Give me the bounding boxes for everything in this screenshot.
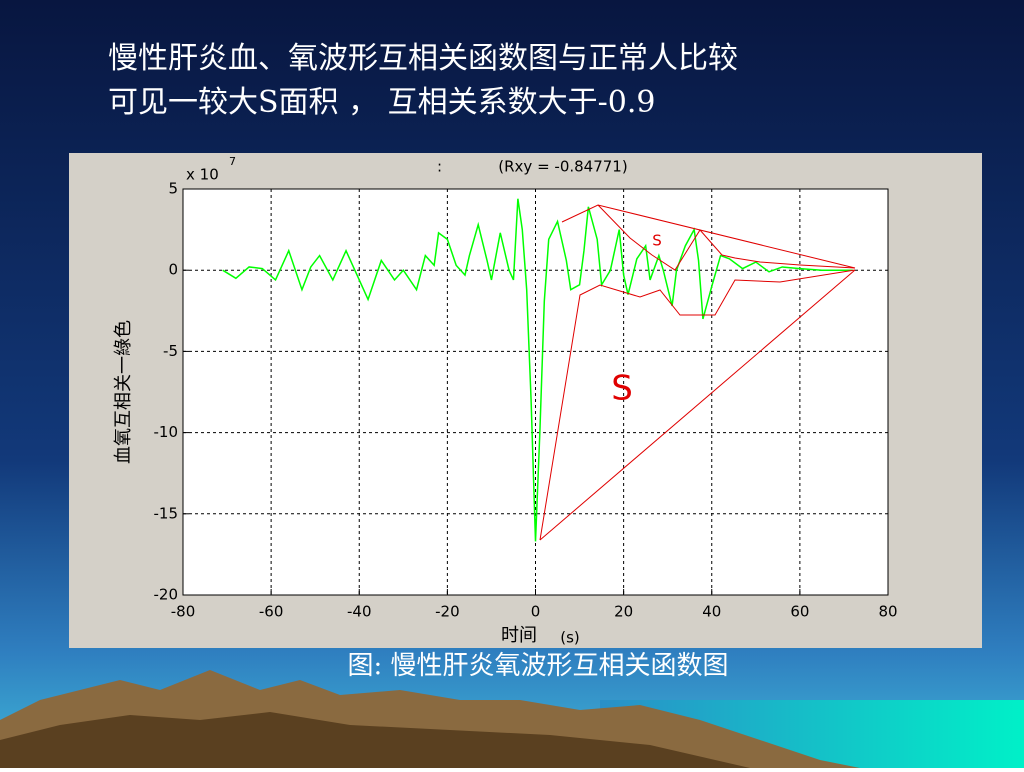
x-tick-label: -20 [435, 603, 460, 621]
title-marker: : [437, 158, 442, 176]
x-axis-label: 时间 [501, 625, 537, 646]
caption: 图: 慢性肝炎氧波形互相关函数图 [347, 651, 728, 681]
x-tick-label: 60 [790, 603, 809, 621]
area-annotations [539, 204, 856, 541]
x-axis-unit: (s) [560, 629, 580, 647]
title-line: 可见一较大S面积 ， 互相关系数大于-0.9 [108, 85, 655, 120]
title-line: 慢性肝炎血、氧波形互相关函数图与正常人比较 [108, 41, 738, 76]
annotation-line [539, 269, 856, 541]
x-tick-label: -60 [259, 603, 284, 621]
chart-title: (Rxy = -0.84771) [498, 158, 627, 176]
y-tick-label: 5 [168, 180, 178, 198]
data-line [222, 198, 853, 542]
y-tick-label: -5 [163, 342, 178, 360]
y-scale-exponent: 7 [229, 155, 236, 168]
y-tick-label: 0 [168, 261, 178, 279]
y-tick-label: -15 [154, 504, 179, 522]
x-tick-label: -80 [171, 603, 196, 621]
y-scale-base: x 10 [186, 166, 219, 184]
annotation: S [652, 232, 662, 250]
x-tick-label: -40 [347, 603, 372, 621]
annotation: S [611, 369, 633, 409]
annotation-line [597, 204, 856, 271]
x-tick-label: 80 [878, 603, 897, 621]
mountains-shadow [0, 712, 750, 768]
x-tick-label: 0 [531, 603, 541, 621]
y-tick-label: -20 [154, 586, 179, 604]
plot [182, 188, 889, 596]
annotation-line [539, 269, 856, 541]
y-tick-label: -10 [154, 423, 179, 441]
x-tick-label: 20 [614, 603, 633, 621]
y-axis-label: 血氧互相关一綠色 [113, 320, 134, 464]
x-tick-label: 40 [702, 603, 721, 621]
